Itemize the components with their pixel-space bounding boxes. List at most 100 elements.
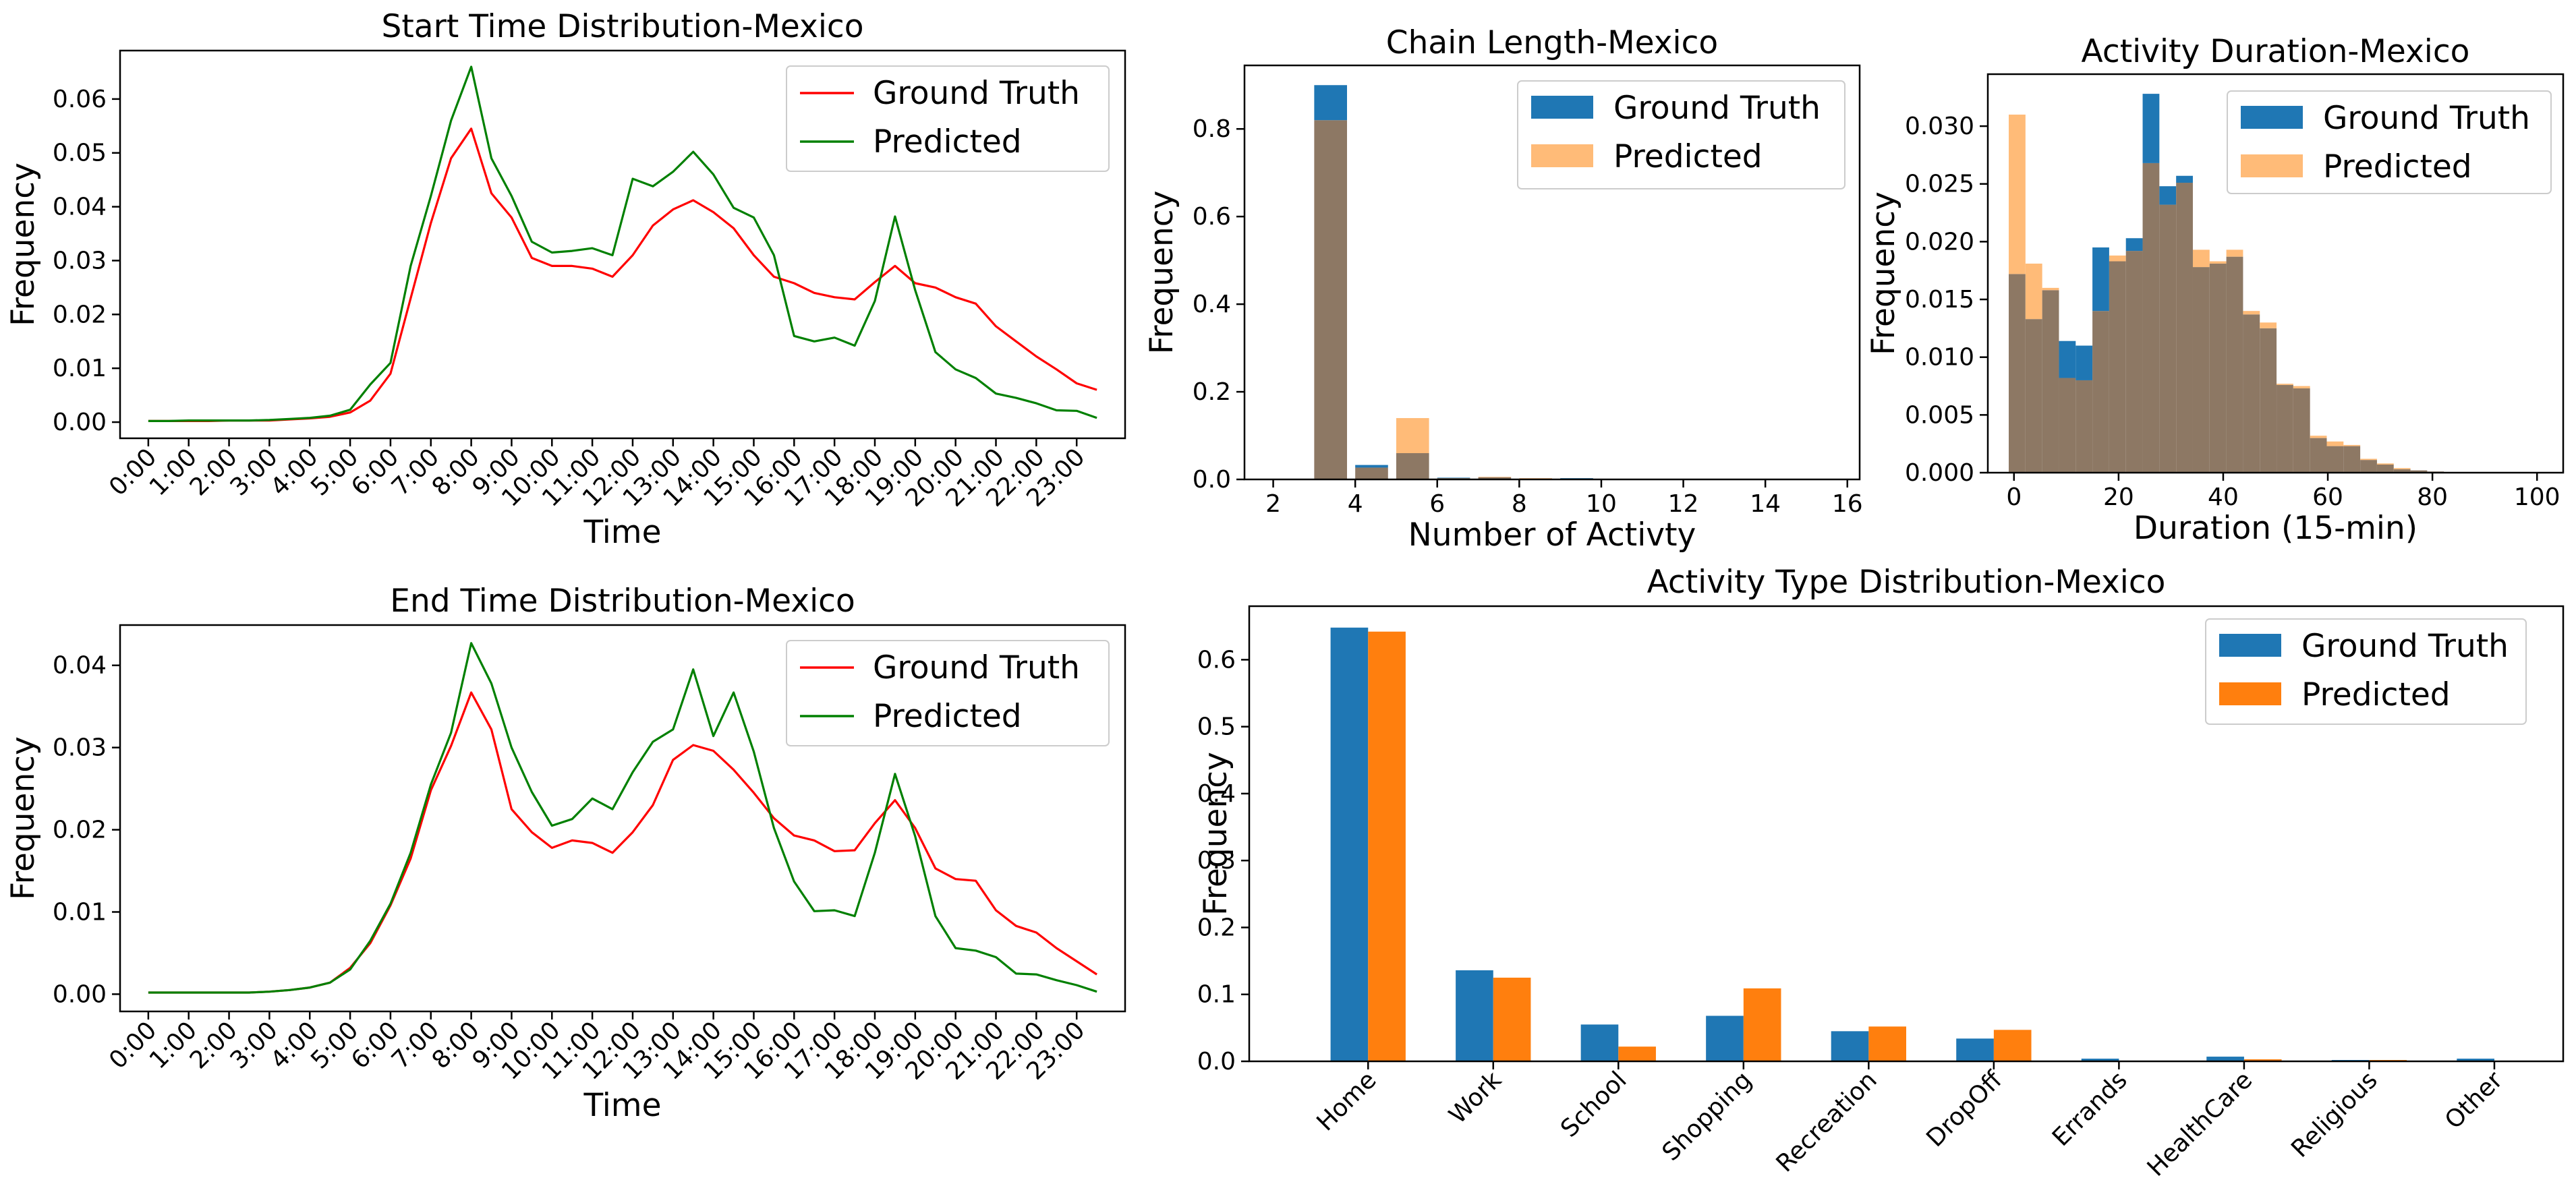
x-tick-label: 8 [1512,490,1527,518]
x-axis-label: Number of Activty [1408,517,1696,554]
series-line-ground-truth [148,127,1097,423]
y-tick-label: 0.005 [1905,401,1974,429]
histogram-bar-overlap [2109,261,2126,473]
bar-predicted-work [1493,977,1531,1061]
histogram-bar-predicted [2277,384,2293,385]
x-axis-label: Time [583,514,661,551]
legend-frame [2205,618,2527,725]
histogram-bar-overlap [2025,319,2042,473]
histogram-bar-predicted [2326,441,2344,446]
histogram-bar-predicted [1519,478,1552,479]
histogram-bar-predicted [2109,255,2126,262]
histogram-bar-ground-truth [2092,247,2109,312]
legend-frame [2227,90,2552,194]
y-tick-label: 0.020 [1905,228,1974,256]
x-tick-label: 12 [1668,490,1699,518]
histogram-bar-overlap [2142,163,2160,473]
x-tick-label: 100 [2514,483,2560,511]
legend-label: Predicted [1613,138,1763,175]
histogram-bar-predicted [2360,459,2377,461]
plot-frame [1986,73,2565,474]
y-tick-label: 0.2 [1193,378,1231,406]
legend-swatch [2219,682,2281,705]
histogram-bar-predicted [2293,386,2310,388]
y-tick-label: 0.030 [1905,113,1974,140]
histogram-bar-ground-truth [1560,478,1593,479]
chain-length-chart: 0.0 0.2 0.4 0.6 0.8 2 4 6 8 10 12 14 16 Chain Length-… [1143,24,1863,554]
chart-title: Start Time Distribution-Mexico [382,8,864,45]
x-tick-label: 2 [1265,490,1281,518]
y-axis-label: Frequency [1197,752,1234,916]
legend-label: Ground Truth [2323,100,2530,137]
histogram-bar-overlap [2125,251,2143,473]
activity-type-chart: 0.0 0.1 0.2 0.3 0.4 0.5 0.6 Home Work School Shopp… [1197,564,2565,1180]
x-tick-label: 60 [2312,483,2343,511]
histogram-bar-overlap [2076,380,2093,473]
bar-predicted-school [1618,1046,1656,1061]
plot-frame [119,624,1126,1013]
chart-title: Chain Length-Mexico [1386,24,1718,61]
y-tick-label: 0.8 [1193,115,1231,143]
y-tick-label: 0.02 [53,301,107,328]
y-tick-label: 0.3 [1197,847,1236,875]
plot-frame [1248,605,2565,1063]
histogram-bar-overlap [2360,460,2377,473]
x-tick-label: 0 [2006,483,2022,511]
bar-predicted-healthcare [2243,1059,2282,1061]
y-tick-label: 0.5 [1197,713,1236,741]
legend-frame [786,65,1110,172]
histogram-bar-overlap [2410,470,2428,473]
histogram-bar-overlap [2393,469,2411,473]
histogram-bar-overlap [2260,328,2277,473]
y-tick-label: 0.02 [53,817,107,844]
y-tick-label: 0.015 [1905,286,1974,314]
histogram-bar-predicted [2192,249,2210,268]
x-tick-label: 4 [1348,490,1363,518]
legend-label: Ground Truth [1613,90,1821,127]
legend-label: Predicted [873,698,1022,735]
bar-ground-truth-dropoff [1956,1038,1994,1061]
histogram-bar-ground-truth [2059,341,2076,378]
bar-predicted-shopping [1743,988,1781,1061]
bar-ground-truth-healthcare [2206,1057,2244,1061]
histogram-bar-ground-truth [1355,465,1388,468]
legend-swatch [2241,106,2303,129]
bar-ground-truth-other [2457,1059,2494,1061]
y-tick-label: 0.000 [1905,459,1974,487]
y-tick-label: 0.03 [53,247,107,274]
x-tick-label: 14 [1750,490,1781,518]
activity-duration-chart: 0.000 0.005 0.010 0.015 0.020 0.025 0.030 0 20 40… [1865,33,2565,547]
x-tick-label: Shopping [1657,1066,1758,1167]
x-tick-label: 10 [1586,490,1617,518]
histogram-bar-overlap [1396,453,1429,479]
y-axis-label: Frequency [1143,191,1180,355]
histogram-bar-overlap [2159,204,2177,473]
histogram-bar-overlap [2226,256,2243,473]
histogram-bar-overlap [2176,183,2193,473]
bar-ground-truth-recreation [1831,1031,1869,1061]
bar-ground-truth-work [1456,970,1493,1061]
histogram-bar-overlap [2343,446,2361,473]
y-axis-label: Frequency [5,736,42,900]
series-line-predicted [148,65,1097,423]
x-tick-label: HealthCare [2142,1066,2258,1180]
bar-predicted-dropoff [1993,1030,2032,1061]
y-tick-label: 0.010 [1905,344,1974,372]
y-tick-label: 0.04 [53,194,107,221]
x-tick-label: Errands [2047,1066,2133,1152]
histogram-bar-predicted [1396,418,1429,454]
histogram-bar-ground-truth [2159,186,2177,205]
bar-ground-truth-errands [2081,1059,2119,1061]
histogram-bar-predicted [2376,463,2394,465]
legend-label: Predicted [2323,148,2472,185]
histogram-bar-overlap [2009,274,2026,473]
legend-frame [1517,80,1845,189]
bar-ground-truth-school [1580,1024,1619,1061]
histogram-bar-overlap [2209,263,2227,473]
x-tick-label: DropOff [1921,1066,2008,1153]
chart-title: Activity Duration-Mexico [2082,33,2470,70]
legend-label: Ground Truth [2301,628,2509,665]
histogram-bar-overlap [2192,267,2210,473]
legend: Ground Truth Predicted [2227,90,2552,194]
